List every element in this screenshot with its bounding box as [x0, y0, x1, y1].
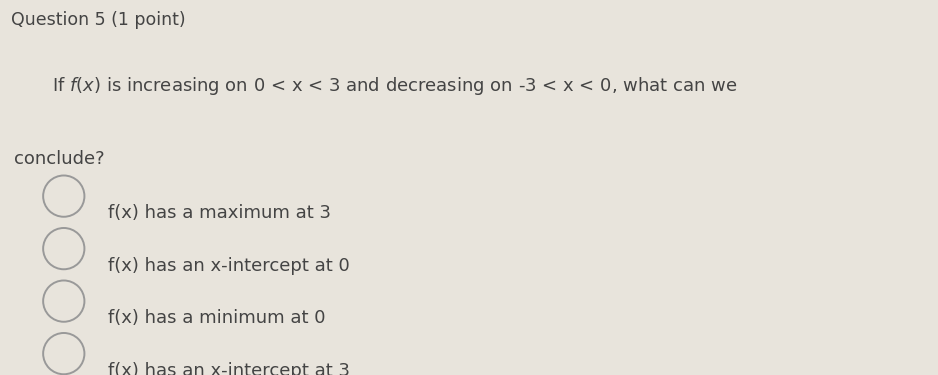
Text: f(x) has an x-intercept at 0: f(x) has an x-intercept at 0 [108, 257, 350, 275]
Text: conclude?: conclude? [14, 150, 105, 168]
Text: f(x) has a maximum at 3: f(x) has a maximum at 3 [108, 204, 331, 222]
Text: f(x) has an x-intercept at 3: f(x) has an x-intercept at 3 [108, 362, 350, 375]
Text: f(x) has a minimum at 0: f(x) has a minimum at 0 [108, 309, 325, 327]
Text: Question 5 (1 point): Question 5 (1 point) [11, 11, 186, 29]
Text: If $\mathit{f}(\mathit{x})$ is increasing on 0 < x < 3 and decreasing on -3 < x : If $\mathit{f}(\mathit{x})$ is increasin… [52, 75, 737, 97]
